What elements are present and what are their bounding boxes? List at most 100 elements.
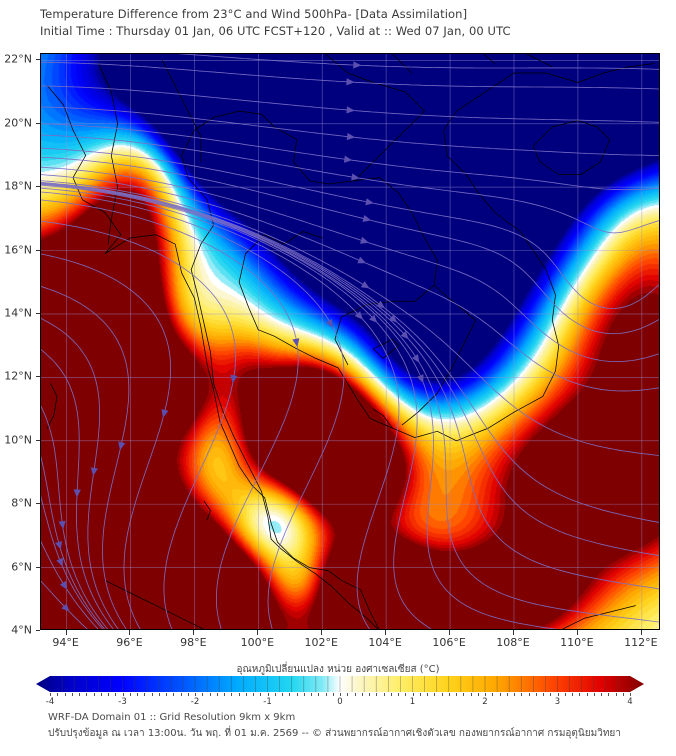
colorbar-minor-tick [137,693,138,696]
colorbar-minor-tick [390,693,392,696]
y-axis-tick-label: 8°N [11,496,32,510]
colorbar-minor-tick [79,693,80,696]
colorbar-minor-tick [405,693,407,696]
x-axis-tick-label: 108°E [496,636,530,649]
colorbar-minor-tick [557,693,559,696]
colorbar-minor-tick [224,693,225,696]
y-axis-tick-label: 10°N [4,433,32,447]
colorbar-tick-label: 4 [627,697,633,707]
colorbar-minor-tick [514,693,515,696]
map-plot-area[interactable] [40,53,660,630]
colorbar-minor-tick [615,693,617,696]
colorbar-minor-tick [492,693,494,696]
y-axis-tick-label: 6°N [11,560,32,574]
colorbar-minor-tick [158,693,160,696]
colorbar-minor-tick [470,693,472,696]
footer-line-2: ปรับปรุงข้อมูล ณ เวลา 13:00น. วัน พฤ. ที… [48,728,621,739]
colorbar-minor-tick [528,693,530,696]
colorbar-minor-tick [535,693,537,696]
colorbar-minor-tick [521,693,523,696]
temperature-wind-map[interactable] [40,53,660,630]
colorbar-minor-tick [485,693,486,696]
colorbar-minor-tick [245,693,247,696]
colorbar-minor-tick [303,693,305,696]
colorbar-tick-label: -4 [45,697,55,707]
x-axis-tick-label: 110°E [560,636,594,649]
colorbar-minor-tick [202,693,204,696]
colorbar-minor-tick [267,693,269,696]
colorbar-minor-tick [325,693,327,696]
colorbar-minor-tick [412,693,414,696]
y-axis-labels: 22°N 20°N 18°N 16°N 14°N 12°N 10°N 8°N 6°N 4°N [0,52,36,637]
y-axis-tick-mark [36,566,40,568]
title-line-2: Initial Time : Thursday 01 Jan, 06 UTC F… [40,24,511,38]
colorbar-minor-tick [115,693,117,696]
colorbar-minor-tick [195,693,196,696]
colorbar-tick-label: 1 [409,697,416,707]
wind-direction-arrows [55,61,424,612]
y-axis-tick-label: 20°N [4,116,32,130]
colorbar-minor-tick [216,693,218,696]
colorbar-minor-tick [586,693,588,696]
x-axis-tick-mark [257,630,259,635]
colorbar-minor-tick [296,693,298,696]
colorbar [36,675,644,693]
colorbar-minor-tick [166,693,167,696]
y-axis-tick-mark [36,122,40,124]
x-axis-tick-label: 106°E [432,636,466,649]
colorbar-minor-tick [347,693,349,696]
colorbar-label: อุณหภูมิเปลี่ยนแปลง หน่วย องศาเซลเซียส (… [236,664,440,675]
x-axis-tick-mark [512,630,514,635]
x-axis-tick-mark [321,630,323,635]
y-axis-tick-label: 22°N [4,52,32,66]
colorbar-minor-tick [318,693,320,696]
y-axis-tick-label: 4°N [11,623,32,637]
y-axis-tick-mark [36,312,40,314]
colorbar-minor-tick [274,693,276,696]
colorbar-minor-tick [427,693,428,696]
colorbar-tick-label: 2 [482,697,488,707]
footer-line-1: WRF-DA Domain 01 :: Grid Resolution 9km … [48,712,296,723]
colorbar-tick-label: -2 [190,697,200,707]
y-axis-tick-mark [36,439,40,441]
colorbar-minor-tick [499,693,501,696]
colorbar-minor-tick [93,693,95,696]
colorbar-ticks: -4 -3 -2 -1 0 1 2 3 4 [36,693,644,707]
colorbar-minor-tick [50,693,51,696]
y-axis-tick-label: 14°N [4,306,32,320]
y-axis-tick-label: 16°N [4,243,32,257]
x-axis-tick-label: 102°E [304,636,338,649]
colorbar-minor-tick [253,693,254,696]
x-axis-ticks [40,630,660,635]
colorbar-minor-tick [361,693,363,696]
colorbar-minor-tick [71,693,73,696]
y-axis-tick-mark [36,186,40,188]
colorbar-minor-tick [340,693,341,696]
colorbar-minor-tick [463,693,465,696]
colorbar-minor-tick [419,693,421,696]
x-axis-tick-label: 104°E [368,636,402,649]
colorbar-tick-label: 3 [554,697,561,707]
x-axis-tick-label: 112°E [624,636,658,649]
colorbar-minor-tick [64,693,66,696]
x-axis-tick-label: 98°E [180,636,207,649]
x-axis-tick-mark [193,630,195,635]
colorbar-minor-tick [593,693,595,696]
colorbar-minor-tick [398,693,399,696]
colorbar-minor-tick [282,693,283,696]
colorbar-minor-tick [477,693,479,696]
colorbar-minor-tick [376,693,378,696]
x-axis-tick-mark [65,630,67,635]
colorbar-minor-tick [289,693,291,696]
colorbar-minor-tick [550,693,552,696]
colorbar-minor-tick [579,693,581,696]
x-axis-tick-label: 94°E [52,636,79,649]
x-axis-tick-mark [640,630,642,635]
colorbar-minor-tick [608,693,610,696]
colorbar-minor-tick [57,693,59,696]
colorbar-minor-tick [180,693,182,696]
y-axis-tick-mark [36,630,40,631]
colorbar-minor-tick [448,693,450,696]
colorbar-minor-tick [369,693,370,696]
y-axis-tick-mark [36,59,40,61]
